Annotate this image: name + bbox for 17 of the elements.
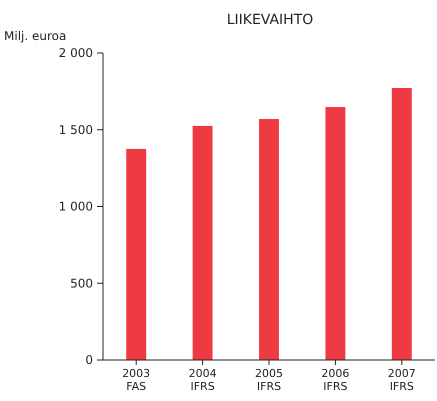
x-tick-label: 2004 IFRS — [188, 367, 217, 393]
y-tick-label: 1 500 — [58, 122, 93, 137]
y-tick-label: 2 000 — [58, 46, 93, 60]
x-tick-label: 2003 FAS — [122, 367, 150, 393]
bar — [325, 107, 346, 360]
bar — [192, 126, 213, 360]
y-tick-label: 500 — [70, 276, 93, 290]
bar — [392, 88, 412, 360]
bar — [126, 148, 146, 360]
y-tick-label: 0 — [85, 353, 93, 368]
y-axis-title: Milj. euroa — [4, 29, 66, 43]
y-tick-label: 1 000 — [58, 200, 93, 214]
bar — [259, 119, 279, 360]
chart-title: LIIKEVAIHTO — [226, 12, 314, 28]
x-tick-label: 2005 IFRS — [255, 367, 283, 393]
x-tick-label: 2007 IFRS — [388, 367, 416, 393]
x-tick-label: 2006 IFRS — [321, 367, 350, 393]
